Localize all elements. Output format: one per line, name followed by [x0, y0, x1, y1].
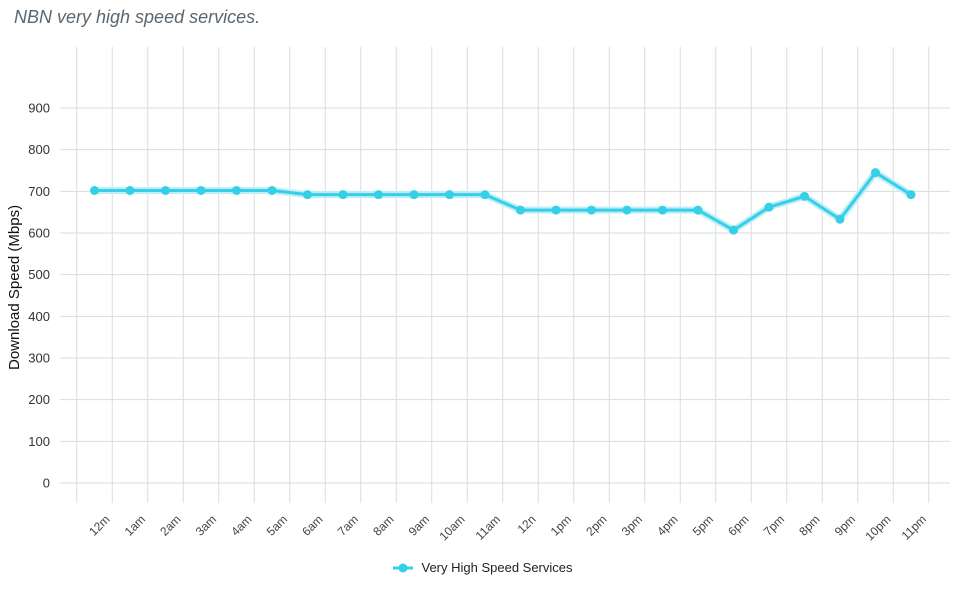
x-tick-label: 4am	[228, 512, 254, 538]
y-tick-label: 800	[28, 142, 50, 157]
x-tick-label: 2pm	[583, 512, 609, 538]
data-point[interactable]	[906, 190, 916, 200]
x-tick-label: 4pm	[654, 512, 680, 538]
y-axis-ticks: 0 100 200 300 400 500 600 700 800 900	[28, 101, 50, 491]
chart-title: NBN very high speed services.	[14, 7, 261, 27]
x-tick-label: 5pm	[690, 512, 716, 538]
grid-lines	[60, 47, 950, 503]
x-tick-label: 9pm	[832, 512, 858, 538]
x-tick-label: 11am	[473, 512, 504, 543]
data-point[interactable]	[835, 214, 845, 224]
x-tick-label: 5am	[264, 512, 290, 538]
x-tick-label: 9am	[406, 512, 432, 538]
x-tick-label: 12n	[515, 512, 539, 536]
data-point[interactable]	[196, 186, 206, 195]
data-point[interactable]	[161, 186, 170, 195]
data-point[interactable]	[90, 186, 99, 195]
data-point[interactable]	[800, 191, 809, 201]
y-tick-label: 0	[43, 476, 50, 491]
x-tick-label: 10pm	[862, 512, 893, 543]
x-tick-label: 8am	[370, 512, 396, 538]
x-tick-label: 6am	[299, 512, 325, 538]
data-point[interactable]	[445, 190, 454, 200]
legend[interactable]: Very High Speed Services	[0, 560, 966, 575]
x-tick-label: 3pm	[619, 512, 645, 538]
data-point[interactable]	[267, 186, 277, 195]
x-tick-label: 10am	[436, 512, 467, 543]
data-point[interactable]	[693, 205, 703, 215]
legend-label: Very High Speed Services	[421, 560, 573, 575]
data-point[interactable]	[871, 168, 880, 178]
x-tick-label: 12m	[86, 512, 112, 538]
y-tick-label: 100	[28, 434, 50, 449]
y-tick-label: 700	[28, 184, 50, 199]
x-tick-label: 7pm	[761, 512, 787, 538]
data-point[interactable]	[338, 190, 348, 200]
x-tick-label: 2am	[157, 512, 183, 538]
data-point[interactable]	[729, 225, 738, 235]
y-tick-label: 300	[28, 351, 50, 366]
y-tick-label: 200	[28, 392, 50, 407]
x-tick-label: 1pm	[548, 512, 574, 538]
x-tick-label: 6pm	[725, 512, 751, 538]
y-tick-label: 600	[28, 226, 50, 241]
data-point[interactable]	[303, 190, 312, 200]
legend-swatch-icon	[393, 563, 414, 572]
data-point[interactable]	[374, 190, 383, 200]
data-point[interactable]	[125, 186, 135, 195]
data-point[interactable]	[480, 190, 490, 200]
data-point[interactable]	[764, 202, 774, 212]
y-tick-label: 500	[28, 267, 50, 282]
data-point[interactable]	[587, 205, 596, 215]
data-point[interactable]	[658, 205, 667, 215]
y-axis-label: Download Speed (Mbps)	[6, 204, 23, 370]
data-point[interactable]	[409, 190, 419, 200]
x-tick-label: 11pm	[899, 512, 930, 543]
series-very-high-speed	[90, 168, 916, 235]
x-tick-label: 3am	[193, 512, 219, 538]
x-axis-ticks: 12m 1am 2am 3am 4am 5am 6am 7am 8am 9am 10am 11am 12…	[86, 512, 929, 543]
x-tick-label: 8pm	[796, 512, 822, 538]
data-point[interactable]	[551, 205, 561, 215]
data-point[interactable]	[516, 205, 525, 215]
x-tick-label: 1am	[122, 512, 148, 538]
y-tick-label: 900	[28, 101, 50, 116]
x-tick-label: 7am	[335, 512, 361, 538]
data-point[interactable]	[232, 186, 241, 195]
series-line	[94, 171, 912, 232]
y-tick-label: 400	[28, 309, 50, 324]
data-point[interactable]	[622, 205, 632, 215]
